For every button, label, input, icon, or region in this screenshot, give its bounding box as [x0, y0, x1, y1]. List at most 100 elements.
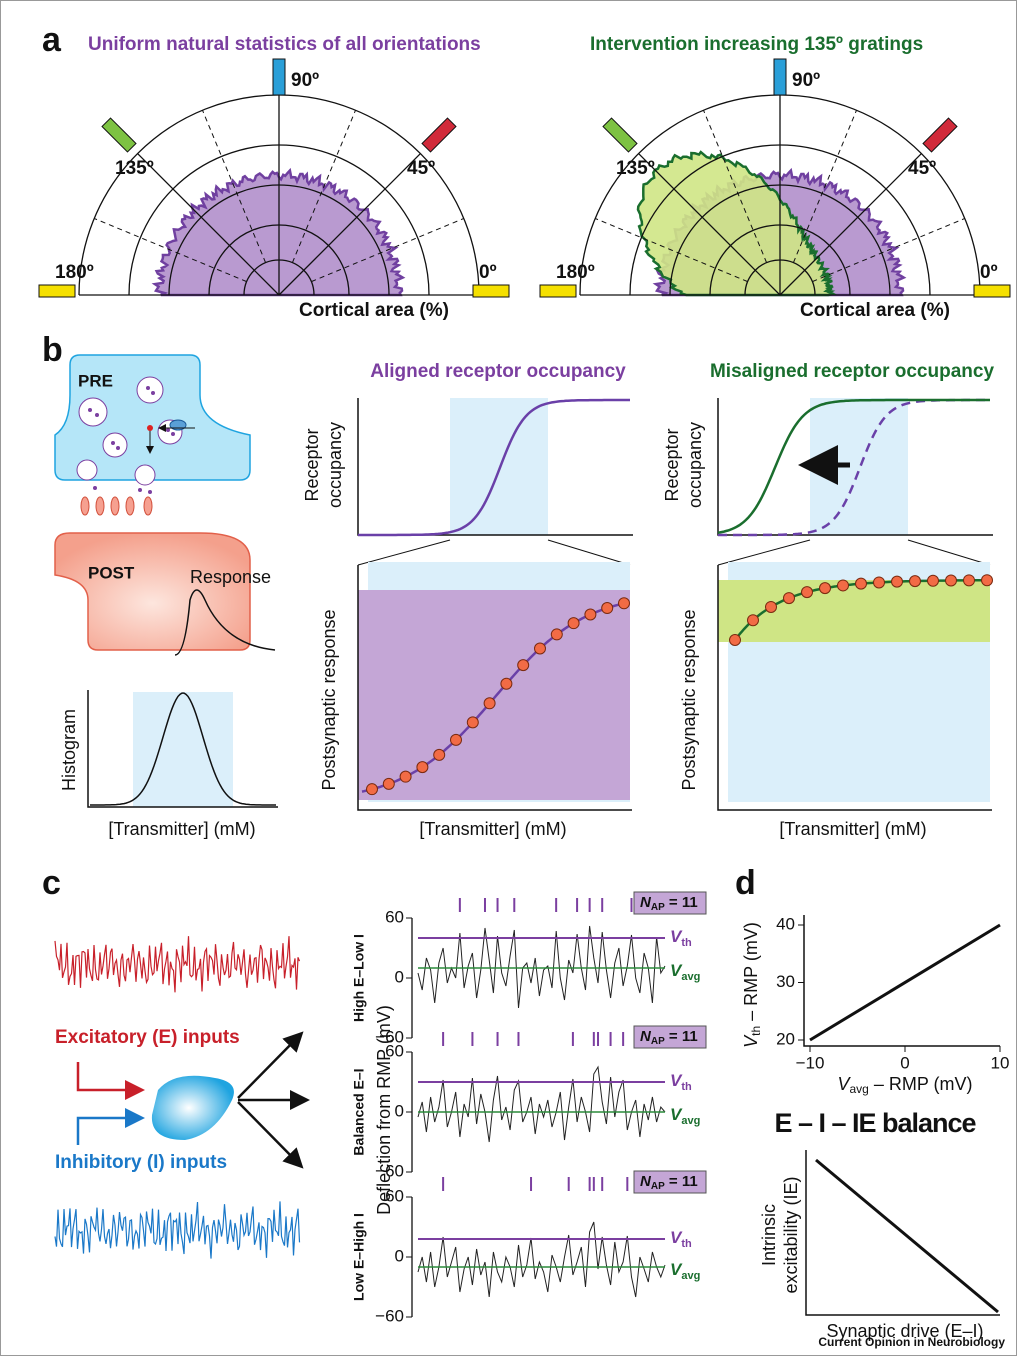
line-label: Vavg: [670, 1260, 700, 1281]
axis-title: [Transmitter] (mM): [108, 819, 255, 839]
post-terminal: [54, 532, 251, 651]
sample-dot: [399, 770, 412, 783]
symbol: V: [670, 1105, 683, 1124]
axis-title: occupancy: [325, 422, 345, 508]
label: Response: [190, 567, 271, 587]
count-box: [633, 1170, 707, 1194]
dashed-spoke: [291, 110, 356, 263]
y-tick-label: −60: [375, 1027, 404, 1046]
symbol: N: [640, 1028, 652, 1045]
input-label: Inhibitory (I) inputs: [55, 1152, 227, 1173]
angle-label: 0º: [980, 262, 998, 283]
response-range: [718, 580, 990, 642]
angle-label: 135º: [115, 158, 154, 179]
spike-count: NAP = 11: [640, 1028, 698, 1047]
spoke: [278, 153, 421, 296]
subscript: th: [681, 1081, 692, 1093]
sample-dot: [450, 733, 462, 746]
footer: Current Opinion in Neurobiology: [818, 1335, 1005, 1349]
axis-title: Cortical area (%): [800, 300, 950, 321]
sample-dot: [891, 575, 903, 588]
axis-title: Receptor: [302, 428, 322, 501]
sample-dot: [765, 600, 777, 613]
y-tick-label: 60: [385, 1186, 404, 1205]
line-label: Vth: [670, 1228, 692, 1249]
row-label: High E–Low I: [351, 934, 367, 1022]
angle-label: 0º: [479, 262, 497, 283]
orientation-bar: [922, 117, 958, 153]
shaded-range: [450, 398, 548, 535]
panel-label: a: [42, 21, 62, 59]
input-label: Excitatory (E) inputs: [55, 1027, 240, 1048]
axis-title: Vavg – RMP (mV): [837, 1074, 972, 1096]
sample-dot: [783, 592, 795, 605]
response-range: [358, 590, 630, 800]
axis-title: Intrinsic: [759, 1204, 779, 1266]
label: POST: [88, 563, 135, 582]
orientation-bar: [602, 117, 638, 153]
occupancy-curve: [718, 398, 990, 537]
panel-a: 90º 45º 135º 0º 180º Cortical area (%) 90º 45º 1…: [38, 58, 1011, 321]
subscript: avg: [681, 971, 700, 983]
count: = 11: [665, 894, 698, 911]
line-label: Vavg: [670, 961, 700, 982]
angle-label: 90º: [291, 70, 319, 91]
sample-dot: [366, 783, 378, 796]
voltage-trace: [417, 1065, 666, 1143]
sample-dot: [500, 677, 513, 690]
sample-dot: [567, 617, 580, 630]
dashed-spoke: [812, 218, 965, 283]
spike-count: NAP = 11: [640, 1173, 698, 1192]
angle-label: 180º: [55, 262, 94, 283]
y-tick-label: 40: [776, 914, 795, 933]
count: = 11: [665, 1028, 698, 1045]
axis-title: Deflection from RMP (mV): [374, 1005, 394, 1215]
zoom-line: [357, 539, 451, 566]
orientation-bar: [773, 58, 787, 96]
x-tick-label: −10: [796, 1053, 825, 1072]
axis-title: occupancy: [685, 422, 705, 508]
y-tick-label: 60: [385, 1041, 404, 1060]
panel-label: b: [42, 331, 63, 369]
angle-label: 135º: [616, 158, 655, 179]
schematic-line: [815, 1158, 999, 1314]
sample-dot: [729, 634, 741, 646]
spike-count: NAP = 11: [640, 894, 698, 913]
label: PRE: [78, 371, 113, 390]
sample-dot: [981, 574, 993, 587]
sample-dot: [584, 608, 597, 621]
panel-title: Misaligned receptor occupancy: [710, 361, 994, 382]
symbol: V: [670, 927, 683, 946]
sample-dot: [618, 597, 630, 610]
sample-dot: [416, 761, 429, 774]
orientation-bar: [101, 117, 137, 153]
distribution: [636, 150, 838, 297]
symbol: N: [640, 894, 652, 911]
sample-dot: [801, 586, 813, 599]
y-tick-label: −60: [375, 1161, 404, 1180]
sample-dot: [601, 602, 614, 615]
dashed-spoke: [703, 110, 768, 263]
axis-title: Postsynaptic response: [319, 609, 339, 790]
balance-title: E – I – IE balance: [774, 1108, 976, 1138]
axis-title: [Transmitter] (mM): [419, 819, 566, 839]
y-tick-label: 0: [395, 1246, 404, 1265]
subscript: AP: [651, 902, 665, 913]
panel-b: Histogram[Transmitter] (mM)Receptor occup…: [59, 398, 993, 839]
x-tick-label: 0: [900, 1053, 909, 1072]
line-label: Vth: [670, 927, 692, 948]
dashed-spoke: [792, 110, 857, 263]
data-line: [809, 923, 1001, 1042]
gaussian: [90, 692, 276, 806]
shaded-range: [133, 692, 233, 807]
spoke: [779, 153, 922, 296]
row-label: Balanced E–I: [351, 1068, 367, 1155]
sample-dot: [550, 628, 563, 641]
orientation-bar: [421, 117, 457, 153]
axes: [717, 565, 992, 811]
angle-label: 90º: [792, 70, 820, 91]
sample-dot: [819, 582, 831, 595]
sample-dot: [382, 777, 395, 790]
